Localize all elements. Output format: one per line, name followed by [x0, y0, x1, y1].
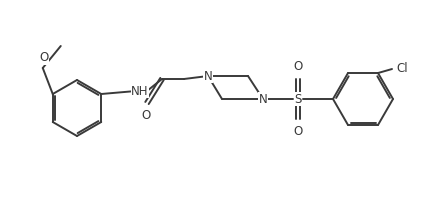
Text: S: S [294, 92, 302, 106]
Text: NH: NH [131, 84, 149, 97]
Text: Cl: Cl [396, 62, 408, 74]
Text: N: N [259, 92, 267, 106]
Text: O: O [142, 109, 151, 122]
Text: O: O [293, 125, 302, 138]
Text: O: O [293, 60, 302, 73]
Text: O: O [39, 51, 48, 64]
Text: N: N [204, 69, 212, 83]
